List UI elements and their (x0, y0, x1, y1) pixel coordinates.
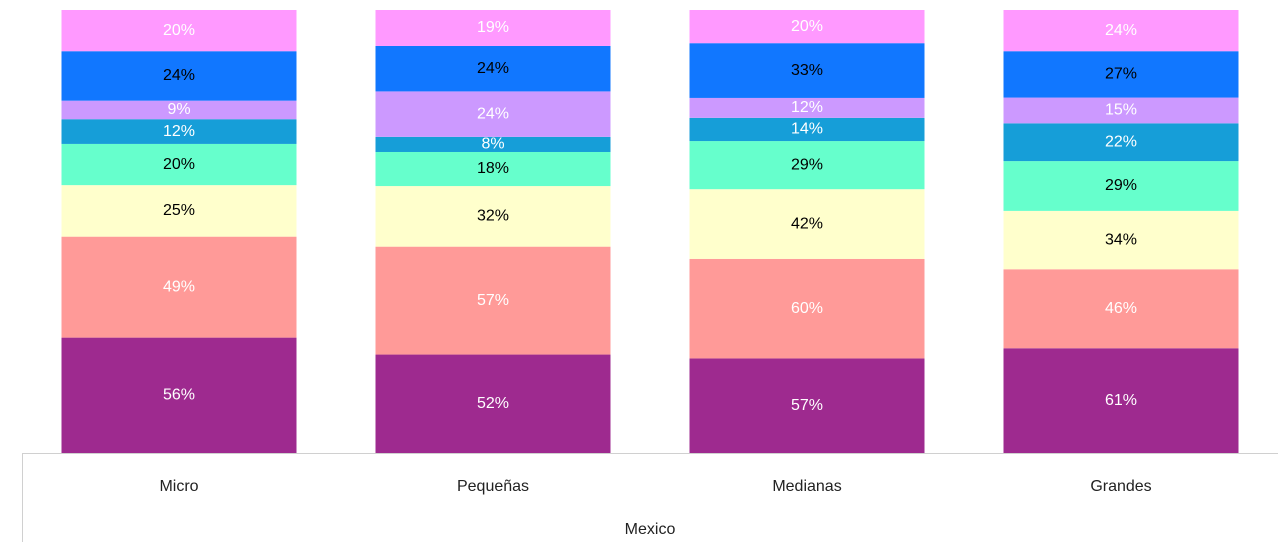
x-tick-label: Medianas (772, 478, 841, 495)
data-label: 29% (1105, 177, 1137, 194)
data-label: 57% (791, 397, 823, 414)
bar-segment (689, 117, 925, 142)
data-label: 12% (791, 99, 823, 116)
data-label: 8% (481, 136, 504, 153)
data-label: 25% (163, 202, 195, 219)
bar-segment (689, 189, 925, 259)
data-label: 42% (791, 215, 823, 232)
data-label: 49% (163, 278, 195, 295)
data-label: 29% (791, 156, 823, 173)
group-label: Mexico (625, 521, 676, 538)
bar-segment (1003, 348, 1239, 453)
bar-segment (1003, 51, 1239, 98)
bar-segment (1003, 10, 1239, 52)
bar-segment (689, 258, 925, 359)
data-label: 22% (1105, 133, 1137, 150)
bar-segment (61, 100, 297, 120)
bar-segment (1003, 123, 1239, 162)
bar-segment (1003, 97, 1239, 124)
bar-segment (61, 119, 297, 144)
bar-segment (61, 143, 297, 186)
data-label: 24% (477, 105, 509, 122)
data-label: 33% (791, 62, 823, 79)
x-tick-label: Pequeñas (457, 478, 529, 495)
x-tick-label: Micro (159, 478, 198, 495)
data-label: 52% (477, 395, 509, 412)
bar-segment (689, 97, 925, 118)
data-label: 14% (791, 121, 823, 138)
data-label: 34% (1105, 231, 1137, 248)
data-label: 24% (477, 60, 509, 77)
data-label: 32% (477, 208, 509, 225)
bar-segment (375, 10, 611, 46)
bar-segment (375, 354, 611, 453)
data-label: 56% (163, 387, 195, 404)
bar-segment (375, 151, 611, 187)
bar-segment (689, 358, 925, 453)
bar-segment (1003, 269, 1239, 349)
bar-segment (375, 136, 611, 152)
bar-segment (689, 43, 925, 98)
data-label: 15% (1105, 102, 1137, 119)
bar-segment (61, 185, 297, 237)
x-tick-label: Grandes (1090, 478, 1151, 495)
data-label: 46% (1105, 300, 1137, 317)
bar-segment (375, 45, 611, 92)
bar-segment (375, 246, 611, 355)
data-label: 18% (477, 160, 509, 177)
data-label: 61% (1105, 392, 1137, 409)
bar-segment (61, 10, 297, 52)
bar-segment (1003, 161, 1239, 211)
data-label: 57% (477, 292, 509, 309)
bar-segment (689, 141, 925, 190)
data-label: 20% (791, 18, 823, 35)
data-label: 12% (163, 123, 195, 140)
data-label: 19% (477, 19, 509, 36)
bar-segment (61, 51, 297, 101)
bar-segment (1003, 210, 1239, 270)
data-label: 27% (1105, 66, 1137, 83)
data-label: 24% (1105, 22, 1137, 39)
bar-segment (375, 186, 611, 247)
bar-segment (61, 236, 297, 338)
data-label: 60% (791, 300, 823, 317)
data-label: 24% (163, 67, 195, 84)
bar-segment (375, 91, 611, 137)
data-label: 20% (163, 156, 195, 173)
bar-segment (61, 337, 297, 453)
data-label: 9% (167, 101, 190, 118)
data-label: 20% (163, 22, 195, 39)
bar-segment (689, 10, 925, 44)
